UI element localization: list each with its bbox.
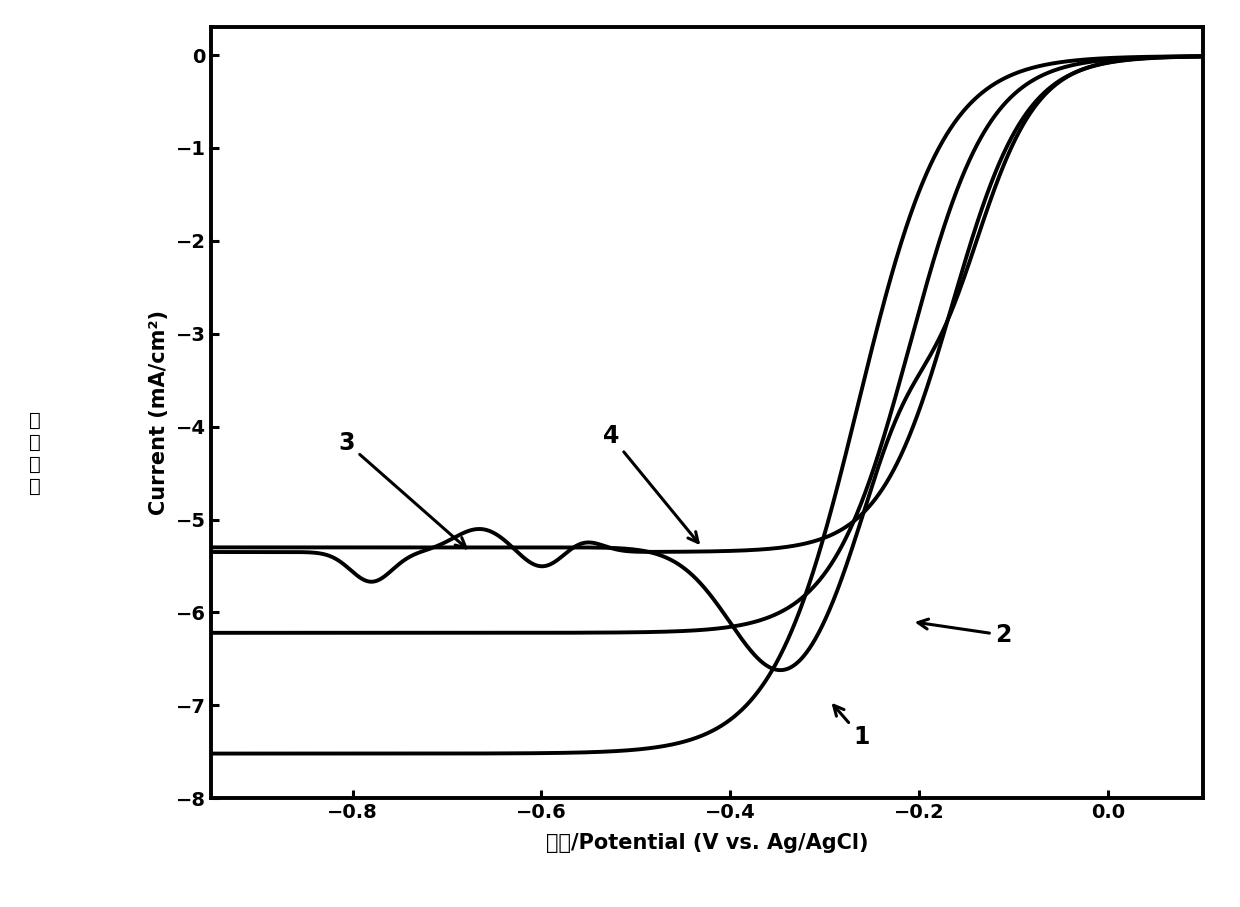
Text: 2: 2 (918, 619, 1012, 647)
Text: 3: 3 (339, 431, 466, 548)
Text: 电
流
密
度: 电 流 密 度 (29, 411, 41, 496)
Y-axis label: Current (mA/cm²): Current (mA/cm²) (149, 310, 169, 515)
X-axis label: 电压/Potential (V vs. Ag/AgCl): 电压/Potential (V vs. Ag/AgCl) (546, 834, 868, 853)
Text: 1: 1 (833, 706, 869, 749)
Text: 4: 4 (603, 424, 698, 542)
